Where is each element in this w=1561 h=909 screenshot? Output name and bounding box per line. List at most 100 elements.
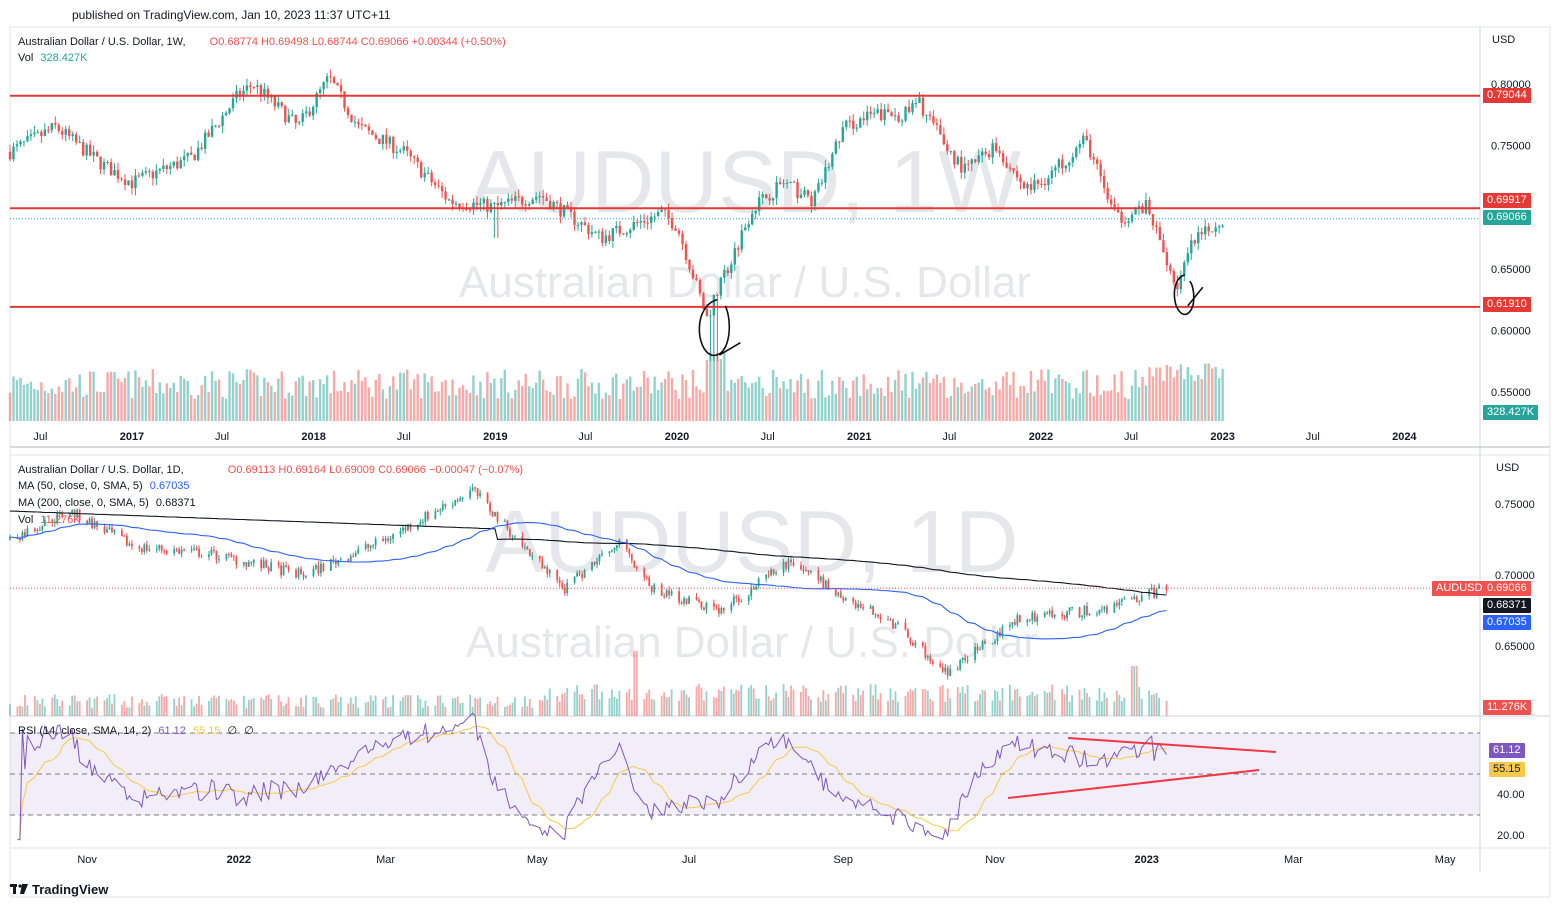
weekly-candle-body: [30, 134, 32, 136]
daily-candle-body: [740, 601, 742, 602]
daily-volume-bar: [183, 696, 185, 716]
daily-candle-body: [437, 511, 439, 512]
daily-volume-bar: [36, 700, 38, 716]
weekly-volume-bar: [228, 371, 230, 421]
daily-candle-body: [300, 569, 302, 575]
daily-volume-bar: [61, 701, 63, 716]
weekly-time-tick: 2023: [1210, 431, 1234, 443]
daily-volume-bar: [22, 706, 24, 716]
weekly-time-tick: Jul: [761, 431, 775, 443]
weekly-title: Australian Dollar / U.S. Dollar, 1W,: [18, 36, 186, 48]
weekly-volume-bar: [1204, 364, 1206, 421]
daily-volume-bar: [300, 698, 302, 716]
weekly-candle-body: [44, 130, 46, 136]
weekly-volume-bar: [30, 382, 32, 421]
weekly-volume-bar: [187, 381, 189, 421]
weekly-volume-bar: [894, 380, 896, 421]
weekly-candle-body: [911, 103, 913, 112]
weekly-volume-bar: [507, 392, 509, 421]
weekly-volume-bar: [681, 374, 683, 421]
daily-volume-bar: [855, 701, 857, 716]
daily-candle-body: [283, 565, 285, 575]
ma50-label: MA (50, close, 0, SMA, 5): [18, 480, 143, 492]
daily-volume-bar: [927, 691, 929, 716]
weekly-volume-bar: [9, 393, 11, 421]
weekly-volume-bar: [113, 372, 115, 421]
weekly-time-tick: 2018: [301, 431, 325, 443]
daily-candle-body: [434, 511, 436, 519]
weekly-candle-body: [859, 118, 861, 127]
weekly-candle-body: [545, 198, 547, 201]
daily-volume-bar: [877, 699, 879, 716]
weekly-candle-body: [622, 234, 624, 235]
daily-candle-body: [942, 667, 944, 672]
weekly-volume-bar: [1047, 369, 1049, 421]
daily-candle-body: [390, 539, 392, 541]
weekly-candle-body: [354, 122, 356, 123]
weekly-open: O0.68774: [210, 36, 258, 48]
weekly-volume-bar: [1044, 381, 1046, 421]
daily-volume-bar: [748, 688, 750, 716]
weekly-volume-bar: [1152, 376, 1154, 421]
weekly-candle-body: [308, 111, 310, 115]
weekly-volume-bar: [835, 394, 837, 421]
weekly-candle-body: [162, 166, 164, 169]
daily-candle-body: [250, 562, 252, 563]
weekly-volume-bar: [615, 374, 617, 421]
daily-candle-body: [1131, 598, 1133, 599]
daily-volume-bar: [636, 651, 638, 716]
weekly-volume-bar: [713, 356, 715, 421]
daily-volume-bar: [487, 704, 489, 716]
daily-volume-bar: [124, 701, 126, 716]
weekly-candle-body: [518, 196, 520, 197]
daily-candle-body: [288, 567, 290, 570]
weekly-candle-body: [1086, 136, 1088, 140]
daily-candle-body: [350, 556, 352, 561]
weekly-volume-bar: [622, 384, 624, 421]
daily-candle-body: [701, 602, 703, 608]
daily-high: H0.69164: [278, 464, 326, 476]
weekly-candle-body: [660, 210, 662, 212]
weekly-volume-bar: [319, 379, 321, 421]
weekly-volume-bar: [518, 380, 520, 421]
tradingview-logo[interactable]: TradingView: [10, 882, 108, 897]
weekly-volume-bar: [772, 370, 774, 421]
daily-volume-bar: [372, 701, 374, 716]
weekly-candle-body: [880, 109, 882, 120]
daily-candle-body: [541, 559, 543, 568]
weekly-candle-body: [246, 85, 248, 90]
weekly-candle-body: [455, 204, 457, 205]
daily-volume-bar: [994, 690, 996, 716]
weekly-candle-body: [796, 182, 798, 198]
daily-volume-bar: [914, 688, 916, 716]
daily-volume-bar: [34, 696, 36, 716]
daily-volume-bar: [703, 701, 705, 716]
daily-candle-body: [1044, 613, 1046, 617]
weekly-candle-body: [291, 115, 293, 116]
daily-volume-bar: [39, 704, 41, 716]
daily-volume-bar: [860, 695, 862, 716]
weekly-volume-bar: [308, 382, 310, 421]
daily-candle-body: [835, 590, 837, 596]
weekly-candle-body: [211, 126, 213, 137]
weekly-volume-bar: [1131, 386, 1133, 421]
daily-volume-bar: [825, 700, 827, 716]
daily-candle-body: [323, 564, 325, 571]
daily-candle-body: [156, 549, 158, 550]
daily-volume-bar: [678, 701, 680, 716]
daily-volume-bar: [1009, 685, 1011, 716]
weekly-time-tick: Jul: [1124, 431, 1138, 443]
weekly-candle-body: [1030, 184, 1032, 190]
daily-candle-body: [1084, 606, 1086, 616]
weekly-volume-bar: [1169, 367, 1171, 421]
daily-volume-bar: [109, 695, 111, 716]
weekly-volume-bar: [605, 393, 607, 421]
weekly-volume-bar: [155, 393, 157, 421]
weekly-volume-bar: [1093, 396, 1095, 421]
daily-candle-body: [932, 661, 934, 663]
daily-candle-body: [141, 548, 143, 552]
weekly-volume-bar: [1134, 370, 1136, 421]
ma50-legend: MA (50, close, 0, SMA, 5) 0.67035: [18, 480, 190, 492]
daily-volume-bar: [1153, 694, 1155, 716]
